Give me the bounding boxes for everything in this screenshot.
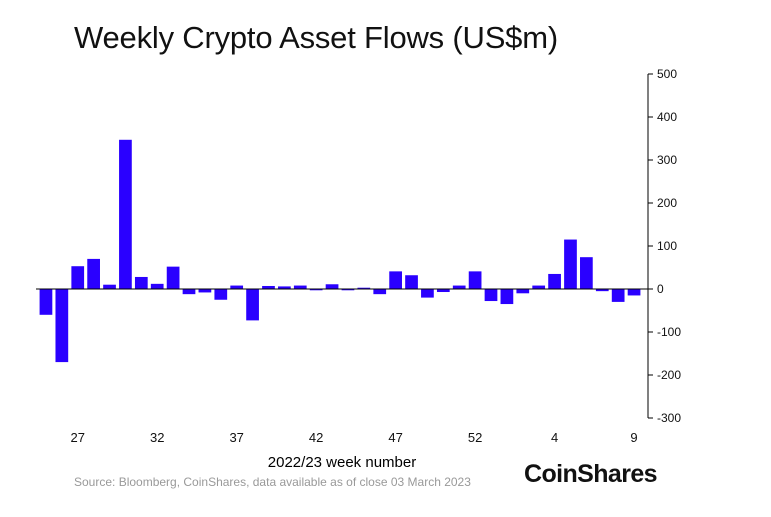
y-tick-label: 200 [657,196,677,210]
x-tick-label: 9 [630,430,637,445]
x-axis-label: 2022/23 week number [268,454,416,471]
bar [389,271,402,289]
bar [103,284,116,289]
x-tick-label: 47 [388,430,402,445]
bar [150,283,164,289]
bar [611,289,625,302]
bar [214,289,228,300]
bar [484,289,498,302]
y-tick-label: 0 [657,282,664,296]
y-tick-label: 300 [657,153,677,167]
bar [341,289,355,291]
bar [468,271,482,289]
bar [309,289,323,291]
x-tick-label: 27 [71,430,85,445]
bar [500,289,514,305]
bar [580,257,593,289]
bar [246,289,259,321]
bar [198,289,212,293]
bar [421,289,434,298]
y-tick-label: 400 [657,110,677,124]
bar [119,139,132,289]
bar [373,289,387,295]
bar [325,284,339,289]
x-axis-ticks: 27 32 37 42 47 52 4 9 [71,430,638,445]
bar [627,289,641,296]
x-tick-label: 4 [551,430,558,445]
y-axis: 500 400 300 200 100 0 -100 -200 -300 [647,67,681,425]
x-tick-label: 42 [309,430,323,445]
bar [452,285,466,289]
bar [39,289,53,315]
bar [436,289,450,293]
bar [357,287,371,289]
bar [71,266,85,289]
bar [595,289,609,292]
y-tick-label: -100 [657,325,681,339]
y-tick-label: 100 [657,239,677,253]
x-tick-label: 52 [468,430,482,445]
chart-title: Weekly Crypto Asset Flows (US$m) [74,20,558,55]
coinshares-logo: CoinShares [524,460,658,488]
x-tick-label: 37 [229,430,243,445]
bar [516,289,530,294]
bar [55,289,69,363]
bar [166,266,180,289]
bar [230,285,244,289]
y-tick-label: -200 [657,368,681,382]
bar [405,275,418,289]
bar-group [36,139,648,363]
bar [134,276,148,289]
bar [262,285,275,289]
source-note: Source: Bloomberg, CoinShares, data avai… [74,475,471,489]
bar [532,285,546,289]
bar [278,286,291,289]
y-tick-label: -300 [657,411,681,425]
bar [293,285,307,289]
bar [87,258,100,289]
bar [548,273,561,289]
y-tick-label: 500 [657,67,677,81]
bar [182,289,196,295]
bar [564,239,577,289]
x-tick-label: 32 [150,430,164,445]
